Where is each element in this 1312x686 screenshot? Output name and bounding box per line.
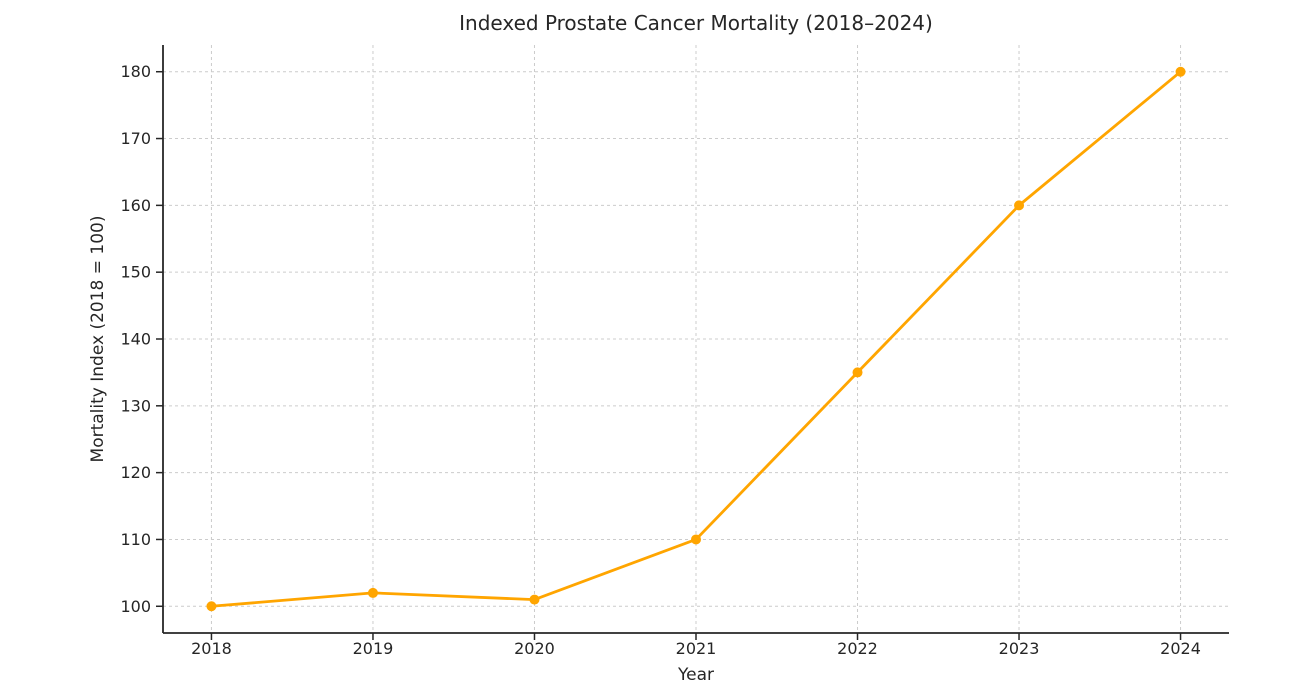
y-tick-label: 160 xyxy=(120,196,151,215)
x-tick-label: 2018 xyxy=(191,639,232,658)
y-tick-label: 140 xyxy=(120,330,151,349)
data-point xyxy=(529,594,540,605)
data-point xyxy=(691,534,701,545)
data-point xyxy=(367,587,378,598)
x-tick-label: 2024 xyxy=(1160,639,1201,658)
data-point xyxy=(1175,66,1186,77)
y-tick-label: 150 xyxy=(120,263,151,282)
y-tick-label: 130 xyxy=(120,396,151,415)
data-point xyxy=(1014,200,1025,211)
chart-title: Indexed Prostate Cancer Mortality (2018–… xyxy=(459,11,933,35)
x-axis-label: Year xyxy=(677,665,714,685)
data-point xyxy=(852,367,863,378)
y-tick-label: 170 xyxy=(120,129,151,148)
y-tick-label: 180 xyxy=(120,62,151,81)
chart-plot-area: 2018 2019 2020 2021 2022 2023 2024 100 110 120 130… xyxy=(120,45,1229,658)
x-tick-label: 2019 xyxy=(353,639,394,658)
x-tick-label: 2022 xyxy=(837,639,878,658)
y-tick-label: 110 xyxy=(120,530,151,549)
y-tick-label: 100 xyxy=(120,597,151,616)
data-point xyxy=(206,601,217,612)
x-tick-label: 2021 xyxy=(676,639,717,658)
y-tick-label: 120 xyxy=(120,463,151,482)
x-tick-label: 2020 xyxy=(514,639,555,658)
x-tick-label: 2023 xyxy=(999,639,1040,658)
y-axis-label: Mortality Index (2018 = 100) xyxy=(88,216,108,463)
